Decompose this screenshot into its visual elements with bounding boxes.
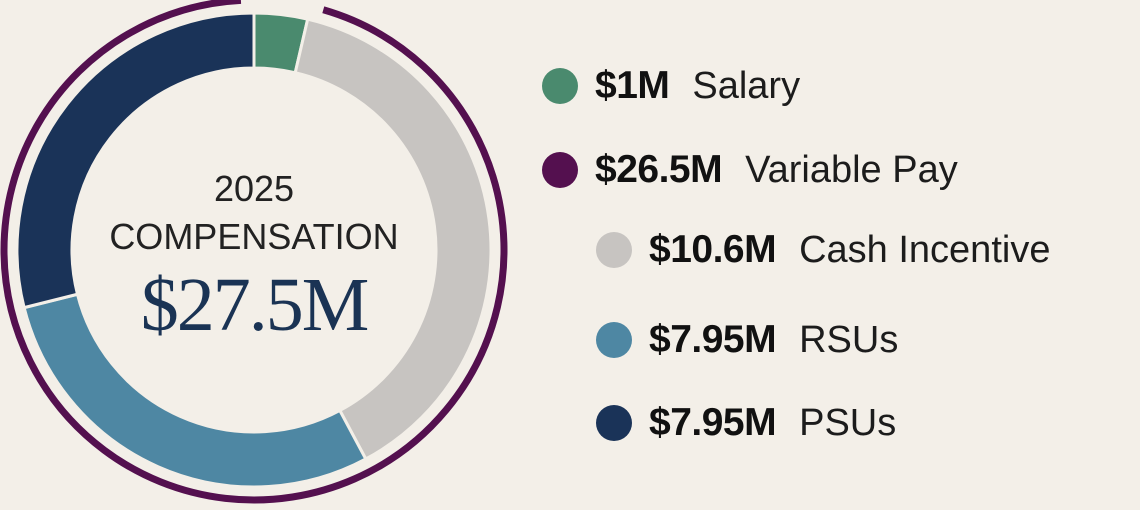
legend-dot-variable-pay <box>542 152 578 188</box>
legend-label-cash-incentive: Cash Incentive <box>799 228 1051 271</box>
legend-item-psus: $7.95M PSUs <box>596 401 896 445</box>
legend-item-cash-incentive: $10.6M Cash Incentive <box>596 228 1050 272</box>
compensation-donut-chart: 2025 COMPENSATION $27.5M <box>0 0 508 504</box>
legend-label-salary: Salary <box>692 64 801 107</box>
center-year: 2025 <box>214 168 294 209</box>
outer-ring-layer <box>0 0 508 504</box>
legend-dot-psus <box>596 405 632 441</box>
outer-ring-variable <box>0 0 508 504</box>
center-total: $27.5M <box>141 263 368 347</box>
legend-amount-rsus: $7.95M <box>649 318 777 361</box>
legend-amount-psus: $7.95M <box>649 401 777 444</box>
legend-dot-salary <box>542 68 578 104</box>
legend-amount-salary: $1M <box>595 64 670 107</box>
legend-label-psus: PSUs <box>799 401 897 444</box>
donut-slice-cash <box>293 17 493 462</box>
legend-amount-cash-incentive: $10.6M <box>649 228 777 271</box>
legend-item-salary: $1M Salary <box>542 64 800 108</box>
donut-slices <box>15 11 493 489</box>
legend-item-variable-pay: $26.5M Variable Pay <box>542 148 958 192</box>
legend-amount-variable-pay: $26.5M <box>595 148 723 191</box>
legend-item-rsus: $7.95M RSUs <box>596 318 898 362</box>
center-caption: COMPENSATION <box>109 216 398 257</box>
donut-slice-psus <box>15 11 256 310</box>
legend-label-rsus: RSUs <box>799 318 899 361</box>
legend-label-variable-pay: Variable Pay <box>745 148 958 191</box>
legend-dot-rsus <box>596 322 632 358</box>
legend-dot-cash-incentive <box>596 232 632 268</box>
